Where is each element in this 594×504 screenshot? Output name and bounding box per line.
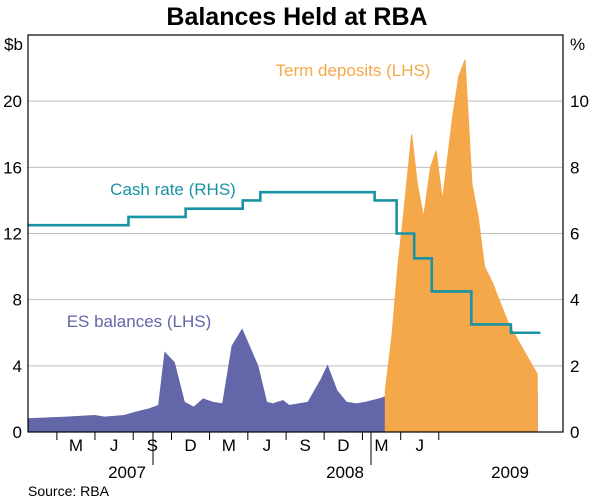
year-tick-label: 2008: [326, 463, 364, 482]
series-line: [28, 190, 541, 335]
axis-layer: 0 4 8 12 16 20 0 2 4 6 8 10 M J S D M J S D M J 2007 2008 2009: [3, 92, 589, 482]
cash-rate-label: Cash rate (RHS): [110, 180, 236, 199]
right-axis-unit: %: [570, 35, 585, 54]
month-tick-label: J: [415, 436, 424, 455]
month-tick-label: M: [222, 436, 236, 455]
left-tick-label: 16: [3, 158, 22, 177]
left-tick-label: 20: [3, 92, 22, 111]
month-tick-label: J: [263, 436, 272, 455]
series-area: [384, 59, 538, 433]
month-tick-label: J: [110, 436, 119, 455]
chart-source: Source: RBA: [28, 483, 110, 499]
right-tick-label: 4: [570, 291, 579, 310]
month-tick-label: D: [337, 436, 349, 455]
left-tick-label: 8: [13, 291, 22, 310]
year-tick-label: 2009: [491, 463, 529, 482]
chart-title: Balances Held at RBA: [166, 3, 427, 31]
left-tick-label: 0: [13, 423, 22, 442]
month-tick-label: M: [374, 436, 388, 455]
month-tick-label: S: [147, 436, 158, 455]
left-tick-label: 12: [3, 225, 22, 244]
year-tick-label: 2007: [108, 463, 146, 482]
month-tick-label: S: [299, 436, 310, 455]
right-tick-label: 10: [570, 92, 589, 111]
term-deposits-label: Term deposits (LHS): [276, 61, 431, 80]
es-balances-label: ES balances (LHS): [67, 312, 212, 331]
cash-rate-layer: [28, 190, 541, 335]
left-tick-label: 4: [13, 357, 22, 376]
right-tick-label: 0: [570, 423, 579, 442]
month-tick-label: D: [184, 436, 196, 455]
month-tick-label: M: [69, 436, 83, 455]
left-axis-unit: $b: [4, 35, 23, 54]
right-tick-label: 6: [570, 225, 579, 244]
right-tick-label: 8: [570, 158, 579, 177]
term-deposits-layer: [384, 59, 538, 433]
right-tick-label: 2: [570, 357, 579, 376]
plot-frame: [27, 34, 564, 433]
